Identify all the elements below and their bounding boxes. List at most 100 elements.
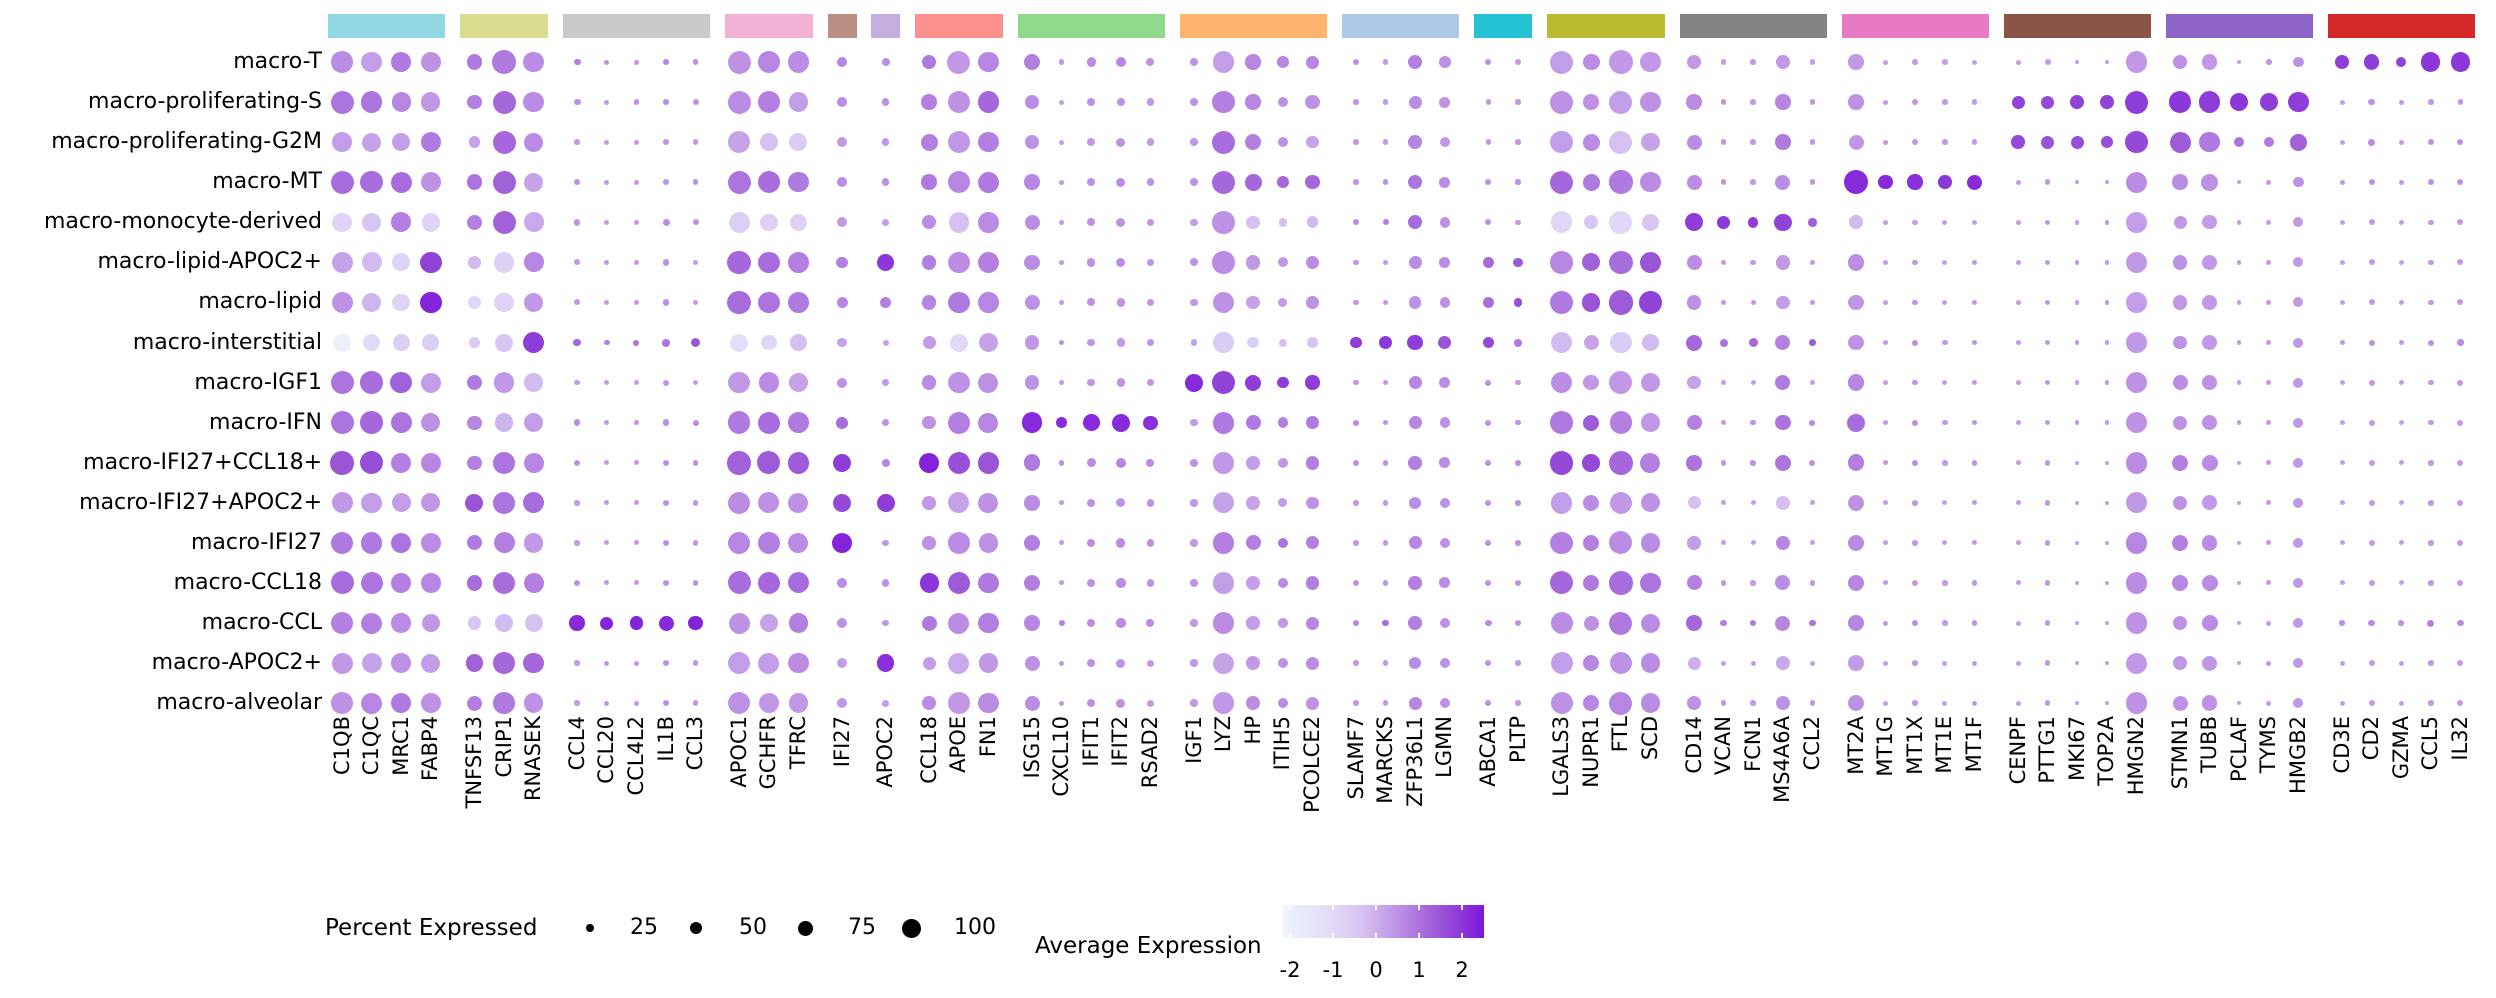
row-label: macro-proliferating-G2M bbox=[51, 129, 322, 155]
gene-label: CCL18 bbox=[916, 716, 941, 784]
expression-dot bbox=[390, 692, 412, 714]
colorbar-tick-label: 1 bbox=[1412, 958, 1426, 982]
expression-dot bbox=[633, 380, 639, 386]
expression-dot bbox=[1143, 415, 1158, 430]
row-label: macro-proliferating-S bbox=[88, 89, 322, 115]
expression-dot bbox=[1550, 531, 1573, 555]
expression-dot bbox=[421, 92, 441, 112]
expression-dot bbox=[789, 373, 808, 392]
expression-dot bbox=[468, 336, 481, 349]
expression-dot bbox=[1146, 579, 1155, 587]
expression-dot bbox=[1938, 175, 1952, 189]
expression-dot bbox=[2236, 340, 2242, 345]
expression-dot bbox=[1056, 417, 1067, 428]
expression-dot bbox=[1942, 339, 1948, 346]
expression-dot bbox=[2236, 540, 2242, 546]
expression-dot bbox=[467, 255, 481, 269]
expression-dot bbox=[1024, 335, 1040, 350]
expression-dot bbox=[331, 612, 353, 635]
expression-dot bbox=[2125, 251, 2147, 273]
expression-dot bbox=[882, 699, 889, 707]
expression-dot bbox=[1246, 455, 1261, 470]
expression-dot bbox=[2266, 380, 2272, 386]
expression-dot bbox=[1808, 218, 1817, 227]
expression-dot bbox=[2172, 375, 2188, 391]
expression-dot bbox=[421, 493, 441, 513]
expression-dot bbox=[467, 455, 482, 470]
expression-dot bbox=[493, 692, 515, 714]
expression-dot bbox=[1245, 94, 1261, 110]
gene-label: CCL4L2 bbox=[623, 716, 648, 796]
expression-dot bbox=[921, 94, 937, 110]
expression-dot bbox=[1482, 336, 1495, 349]
gene-label: HMGB2 bbox=[2285, 716, 2310, 794]
expression-dot bbox=[1246, 215, 1260, 230]
expression-dot bbox=[2398, 179, 2404, 185]
expression-dot bbox=[947, 291, 970, 314]
expression-dot bbox=[1750, 460, 1756, 466]
expression-dot bbox=[978, 692, 999, 714]
expression-dot bbox=[466, 535, 482, 551]
expression-dot bbox=[1059, 500, 1065, 506]
expression-dot bbox=[947, 451, 971, 474]
expression-dot bbox=[692, 219, 699, 226]
percent-legend-value: 50 bbox=[739, 915, 767, 940]
percent-legend-dot bbox=[901, 918, 921, 938]
expression-dot bbox=[2126, 292, 2147, 313]
expression-dot bbox=[1883, 700, 1889, 706]
expression-dot bbox=[1306, 216, 1319, 229]
expression-dot bbox=[978, 292, 999, 313]
expression-dot bbox=[1776, 295, 1790, 310]
expression-dot bbox=[2288, 91, 2309, 113]
expression-dot bbox=[2398, 580, 2404, 586]
expression-dot bbox=[1720, 59, 1727, 65]
expression-dot bbox=[2293, 658, 2304, 669]
expression-dot bbox=[1439, 297, 1451, 308]
expression-dot bbox=[662, 218, 670, 226]
expression-dot bbox=[2398, 620, 2404, 626]
expression-dot bbox=[2363, 54, 2380, 70]
expression-dot bbox=[2293, 497, 2304, 508]
expression-dot bbox=[728, 211, 750, 233]
expression-dot bbox=[947, 411, 970, 434]
expression-dot bbox=[361, 51, 382, 73]
expression-dot bbox=[360, 91, 383, 113]
expression-dot bbox=[1276, 56, 1289, 68]
expression-dot bbox=[1686, 54, 1702, 70]
expression-dot bbox=[1439, 96, 1451, 108]
gene-label: APOC1 bbox=[726, 716, 751, 788]
expression-dot bbox=[1809, 619, 1816, 627]
expression-dot bbox=[1583, 534, 1600, 551]
expression-dot bbox=[1277, 697, 1289, 709]
expression-dot bbox=[574, 579, 581, 586]
expression-dot bbox=[1116, 177, 1126, 187]
expression-dot bbox=[1883, 259, 1889, 265]
gene-group-bar bbox=[459, 14, 549, 38]
expression-dot bbox=[1971, 419, 1978, 426]
expression-dot bbox=[2074, 540, 2080, 546]
expression-dot bbox=[1146, 58, 1155, 66]
expression-dot bbox=[361, 252, 382, 273]
expression-dot bbox=[1582, 454, 1600, 472]
expression-dot bbox=[1550, 50, 1574, 74]
expression-dot bbox=[2457, 419, 2464, 426]
expression-dot bbox=[2104, 260, 2110, 265]
expression-dot bbox=[2428, 379, 2434, 386]
expression-dot bbox=[788, 292, 809, 313]
expression-dot bbox=[1485, 139, 1492, 145]
expression-dot bbox=[692, 299, 699, 306]
expression-dot bbox=[2015, 259, 2021, 265]
expression-dot bbox=[1277, 658, 1288, 669]
expression-dot bbox=[2398, 540, 2404, 546]
expression-dot bbox=[692, 700, 699, 706]
expression-dot bbox=[1639, 291, 1662, 314]
gene-label: IFIT2 bbox=[1108, 716, 1133, 767]
expression-dot bbox=[2230, 93, 2249, 112]
expression-dot bbox=[523, 292, 544, 313]
expression-dot bbox=[2015, 620, 2021, 626]
gene-label: HP bbox=[1240, 716, 1265, 745]
gene-label: PCOLCE2 bbox=[1299, 716, 1324, 813]
expression-dot bbox=[361, 612, 383, 634]
expression-dot bbox=[1307, 337, 1318, 348]
expression-dot bbox=[2266, 660, 2272, 666]
